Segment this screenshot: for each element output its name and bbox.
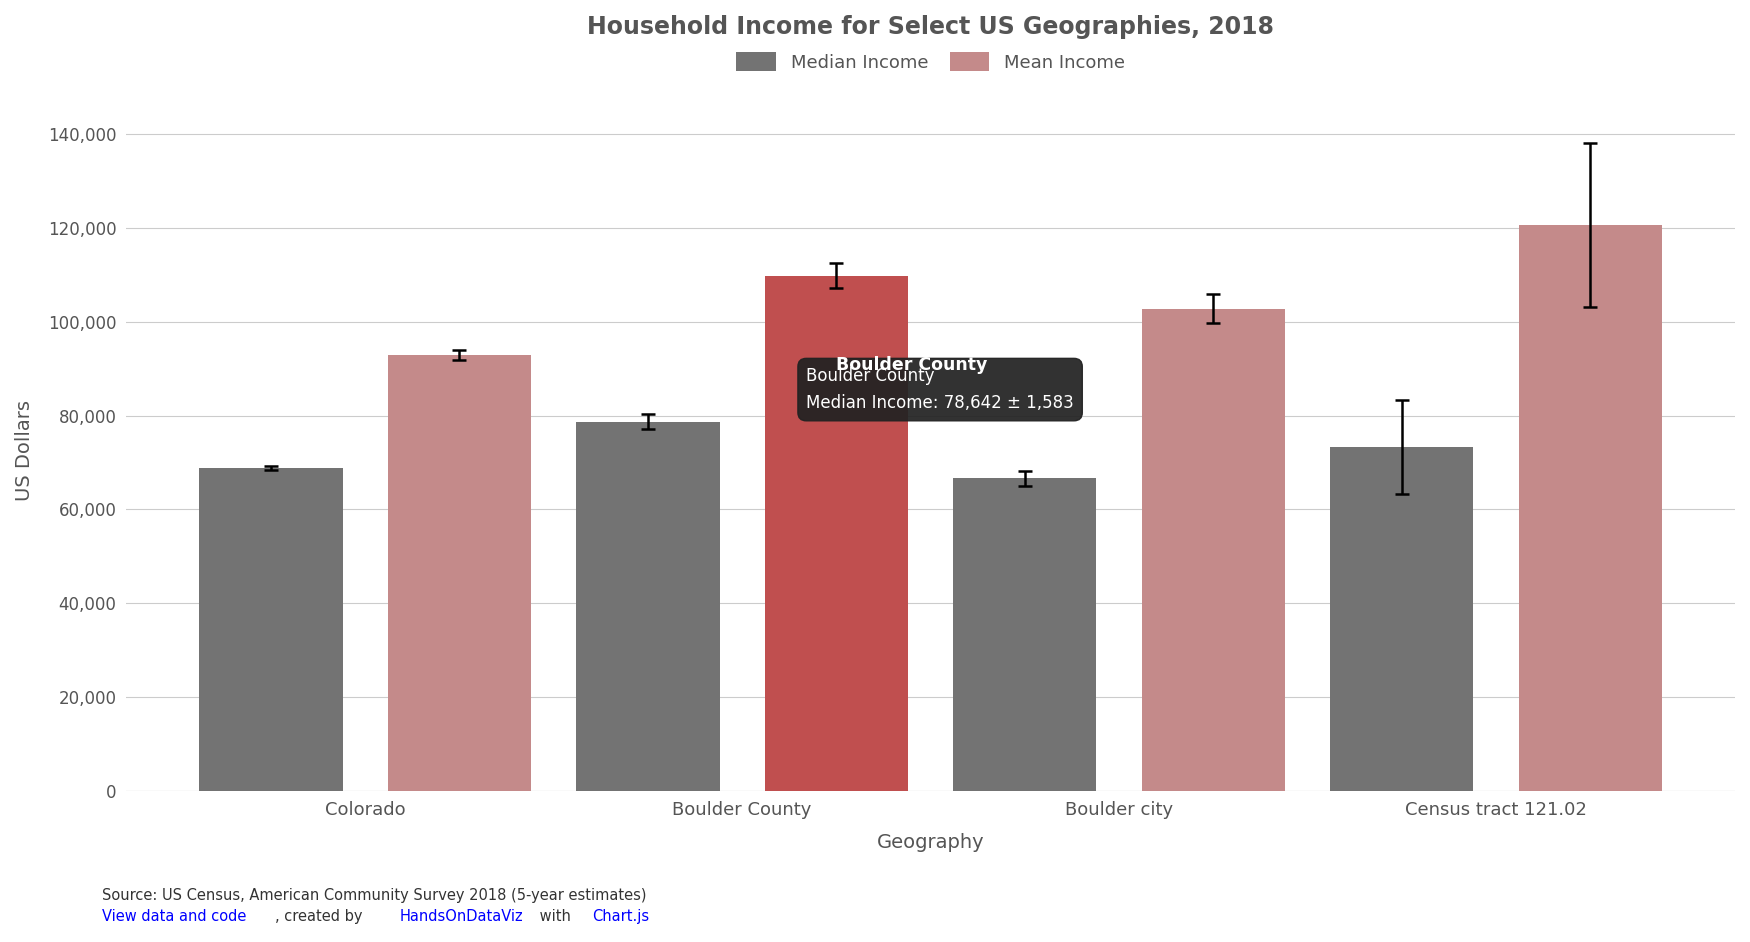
Bar <box>1519 225 1662 791</box>
X-axis label: Geography: Geography <box>877 833 985 852</box>
Title: Household Income for Select US Geographies, 2018: Household Income for Select US Geographi… <box>586 15 1274 39</box>
Text: , created by: , created by <box>275 909 368 924</box>
Bar <box>1330 447 1474 791</box>
Bar <box>576 422 719 791</box>
Bar <box>1141 309 1284 791</box>
Text: View data and code: View data and code <box>102 909 245 924</box>
Text: Boulder County: Boulder County <box>836 356 987 374</box>
Bar <box>200 468 343 791</box>
Bar <box>765 276 908 791</box>
Y-axis label: US Dollars: US Dollars <box>16 400 33 501</box>
Text: Boulder County
Median Income: 78,642 ± 1,583: Boulder County Median Income: 78,642 ± 1… <box>807 366 1074 413</box>
Text: Source: US Census, American Community Survey 2018 (5-year estimates): Source: US Census, American Community Su… <box>102 887 646 902</box>
Bar <box>954 479 1097 791</box>
Legend: Median Income, Mean Income: Median Income, Mean Income <box>730 44 1132 79</box>
Text: with: with <box>536 909 576 924</box>
Text: HandsOnDataViz: HandsOnDataViz <box>399 909 523 924</box>
Bar <box>388 355 530 791</box>
Text: Chart.js: Chart.js <box>592 909 649 924</box>
